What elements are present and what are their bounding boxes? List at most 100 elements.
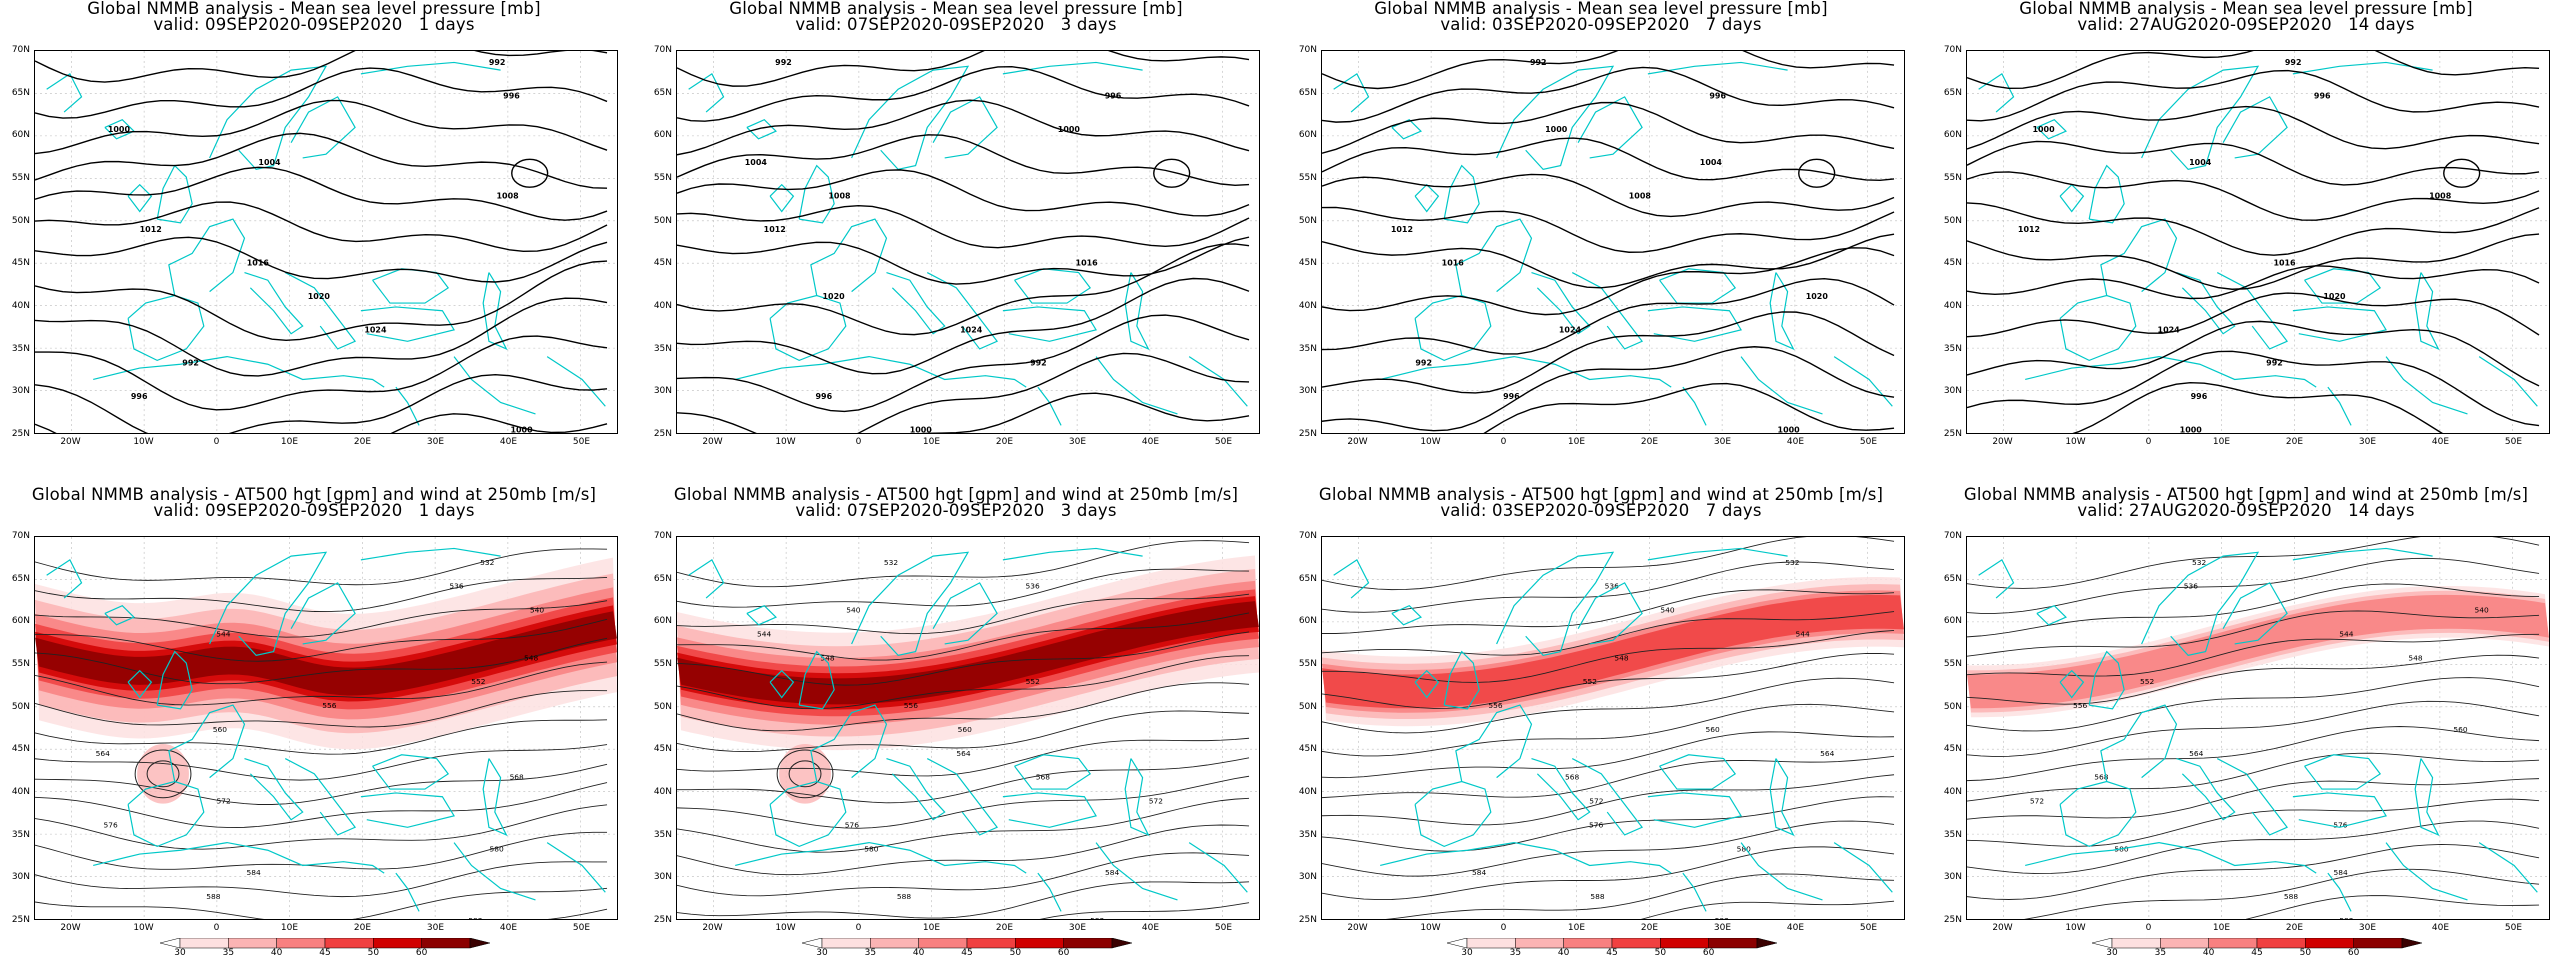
longitude-label: 30E <box>426 923 445 933</box>
latitude-label: 50N <box>1943 215 1962 226</box>
longitude-label: 40E <box>499 923 518 933</box>
height-contour-label: 556 <box>2073 701 2087 710</box>
latitude-label: 50N <box>1943 701 1962 712</box>
longitude-label: 20E <box>1640 923 1659 933</box>
height-contour-label: 584 <box>1105 868 1119 877</box>
colorbar: 30 35 40 45 50 60 <box>1446 937 1778 958</box>
height-contour-label: 544 <box>2339 629 2353 638</box>
latitude-label: 25N <box>11 429 30 439</box>
isobar-label: 1004 <box>745 158 768 167</box>
latitude-label: 30N <box>653 872 672 883</box>
latitude-label: 25N <box>653 915 672 925</box>
latitude-label: 60N <box>1298 616 1317 627</box>
latitude-label: 30N <box>11 386 30 397</box>
longitude-label: 10W <box>1420 923 1441 933</box>
latitude-label: 60N <box>653 616 672 627</box>
height-contour-label: 580 <box>490 844 504 853</box>
height-contour-label: 588 <box>897 892 911 901</box>
colorbar-tick-label: 50 <box>367 948 380 958</box>
colorbar-ramp <box>159 937 491 949</box>
colorbar-tick-label: 40 <box>1557 948 1570 958</box>
height-contour-label: 548 <box>524 653 538 662</box>
height-contour-label: 580 <box>864 844 878 853</box>
longitude-label: 10W <box>1420 437 1441 447</box>
colorbar-tick-label: 40 <box>912 948 925 958</box>
colorbar-ramp <box>1446 937 1778 949</box>
longitude-label: 10E <box>2212 923 2231 933</box>
isobar-label: 992 <box>1530 58 1547 67</box>
panel-valid-period: valid: 09SEP2020-09SEP2020 1 days <box>153 501 475 520</box>
latitude-label: 50N <box>11 701 30 712</box>
isobar-label: 1008 <box>2429 192 2452 201</box>
colorbar-tick-label: 45 <box>1606 948 1618 958</box>
latitude-label: 60N <box>1943 130 1962 141</box>
latitude-label: 30N <box>1298 872 1317 883</box>
height-contour-label: 592 <box>1715 916 1729 919</box>
height-contour-label: 560 <box>2453 725 2467 734</box>
isobar-label: 996 <box>2314 91 2331 100</box>
colorbar-tick-label: 45 <box>319 948 331 958</box>
longitude-label: 20E <box>353 437 372 447</box>
height-contour-label: 572 <box>216 797 230 806</box>
isobar-label: 1000 <box>1058 125 1081 134</box>
panel-title: Global NMMB analysis - AT500 hgt [gpm] a… <box>1318 485 1884 504</box>
height-contour-label: 576 <box>1589 820 1603 829</box>
height-contour-label: 544 <box>757 629 771 638</box>
latitude-label: 65N <box>1298 87 1317 98</box>
height-contour-label: 556 <box>322 701 336 710</box>
isobar-label: 1016 <box>247 258 270 267</box>
height-contour-label: 556 <box>1488 701 1502 710</box>
longitude-label: 0 <box>1500 923 1507 933</box>
isobar-label: 1004 <box>258 158 281 167</box>
longitude-label: 0 <box>2145 437 2152 447</box>
latitude-label: 55N <box>653 659 672 669</box>
isobar-label: 996 <box>1503 392 1520 401</box>
latitude-label: 55N <box>653 173 672 183</box>
panel-title: Global NMMB analysis - Mean sea level pr… <box>1374 0 1828 18</box>
latitude-label: 65N <box>1298 573 1317 584</box>
map-canvas: 5325365405445485525565605645685725765805… <box>1967 537 2549 919</box>
isobar-label: 1024 <box>364 325 387 334</box>
height-contour-label: 540 <box>1660 606 1674 615</box>
latitude-label: 50N <box>1298 215 1317 226</box>
height-contour-label: 584 <box>246 868 260 877</box>
longitude-label: 30E <box>1068 437 1087 447</box>
map-panel: Global NMMB analysis - Mean sea level pr… <box>642 0 1270 460</box>
map-panel: Global NMMB analysis - AT500 hgt [gpm] a… <box>1287 486 1915 946</box>
panel-valid-period: valid: 03SEP2020-09SEP2020 7 days <box>1440 15 1762 34</box>
latitude-label: 30N <box>1298 386 1317 397</box>
isobar-label: 1016 <box>1442 258 1465 267</box>
latitude-label: 65N <box>11 573 30 584</box>
longitude-label: 30E <box>2358 437 2377 447</box>
map-frame: 532 536 540 544 548 552 556 560 564 568 572 576 580 5… <box>676 536 1260 920</box>
colorbar: 30 35 40 45 50 60 <box>801 937 1133 958</box>
height-contour-label: 536 <box>1605 582 1619 591</box>
isobar-label: 1012 <box>764 225 786 234</box>
longitude-label: 10W <box>133 923 154 933</box>
colorbar-tick-label: 45 <box>961 948 973 958</box>
latitude-label: 60N <box>1298 130 1317 141</box>
latitude-label: 45N <box>1298 744 1317 755</box>
isobar-label: 1000 <box>2032 125 2055 134</box>
colorbar-tick-label: 60 <box>2347 948 2360 958</box>
longitude-label: 20E <box>2285 923 2304 933</box>
colorbar-tick-label: 30 <box>816 948 828 958</box>
latitude-label: 35N <box>1943 829 1962 840</box>
isobar-label: 992 <box>1030 359 1047 368</box>
longitude-label: 0 <box>2145 923 2152 933</box>
height-contour-label: 564 <box>96 749 110 758</box>
height-contour-label: 532 <box>480 558 494 567</box>
latitude-label: 50N <box>653 215 672 226</box>
longitude-label: 30E <box>1068 923 1087 933</box>
longitude-label: 10E <box>280 437 299 447</box>
isobar-label: 992 <box>489 58 506 67</box>
map-canvas: 992 996 1000 1004 1008 1012 1016 1020 1024 992 996… <box>1967 51 2549 433</box>
isobar-label: 1000 <box>510 426 533 433</box>
latitude-label: 55N <box>11 659 30 669</box>
latitude-label: 65N <box>653 87 672 98</box>
latitude-label: 25N <box>1298 915 1317 925</box>
height-contour-label: 552 <box>1583 677 1597 686</box>
longitude-label: 30E <box>2358 923 2377 933</box>
longitude-label: 40E <box>1141 437 1160 447</box>
panel-title: Global NMMB analysis - AT500 hgt [gpm] a… <box>673 485 1239 504</box>
